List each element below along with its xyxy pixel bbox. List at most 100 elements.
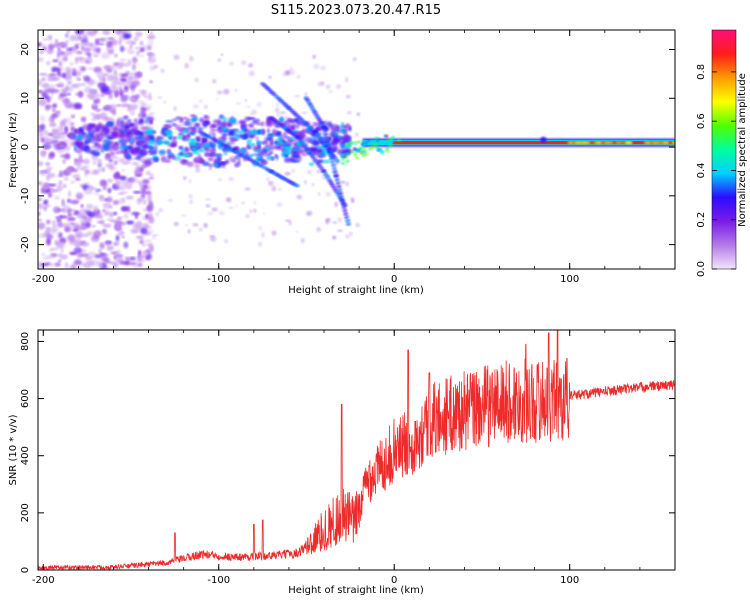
y-tick-label: 0 (20, 144, 31, 150)
spectrogram-blob (100, 91, 105, 98)
spectrogram-blob (350, 197, 355, 202)
spectrogram-blob (42, 92, 49, 99)
spectrogram-blob (202, 143, 210, 149)
spectrogram-blob (123, 115, 129, 120)
spectrogram-blob (358, 151, 363, 155)
spectrogram-blob (78, 83, 87, 86)
spectrogram-blob (307, 125, 311, 128)
spectrogram-blob (321, 139, 325, 142)
spectrogram-blob (257, 157, 265, 162)
spectrogram-blob (63, 176, 69, 181)
spectrogram-blob (264, 146, 270, 150)
spectrogram-blob (64, 227, 71, 233)
spectrogram-blob (295, 123, 300, 130)
spectrogram-blob (70, 222, 75, 226)
spectrogram-blob (178, 119, 184, 123)
spectrogram-blob (385, 149, 390, 153)
spectrogram-blob (53, 195, 60, 200)
spectrogram-blob (146, 229, 154, 234)
spectrogram-blob (315, 162, 321, 166)
spectrogram-blob (332, 235, 337, 240)
spectrogram-blob (70, 237, 76, 243)
spectrogram-blob (70, 180, 76, 184)
spectrogram-blob (84, 210, 93, 216)
spectrogram-blob (310, 105, 314, 108)
spectrogram-blob (125, 70, 131, 76)
spectrogram-blob (129, 44, 133, 49)
spectrogram-blob (160, 156, 167, 162)
spectrogram-blob (155, 211, 160, 217)
spectrogram-blob (133, 265, 138, 269)
spectrogram-blob (626, 141, 633, 144)
spectrogram-blob (226, 197, 232, 203)
spectrogram-blob (118, 138, 125, 144)
spectrogram-blob (131, 161, 139, 166)
spectrogram-blob (607, 141, 614, 144)
spectrogram-blob (139, 183, 145, 189)
spectrogram-blob (208, 131, 216, 136)
spectrogram-blob (241, 60, 247, 65)
spectrogram-blob (92, 186, 96, 190)
spectrogram-blob (67, 198, 71, 203)
spectrogram-blob (114, 180, 122, 185)
spectrogram-blob (199, 227, 203, 232)
spectrogram-blob (353, 153, 358, 156)
spectrogram-blob (103, 210, 110, 216)
spectrogram-blob (94, 234, 99, 240)
spectrogram-y-label: Frequency (Hz) (8, 112, 19, 188)
spectrogram-blob (46, 137, 53, 144)
spectrogram-blob (102, 202, 111, 209)
spectrogram-blob (80, 116, 87, 123)
spectrogram-blob (108, 73, 117, 79)
spectrogram-blob (75, 134, 84, 141)
spectrogram-blob (284, 157, 292, 163)
spectrogram-blob (180, 147, 185, 152)
spectrogram-blob (313, 63, 320, 70)
spectrogram-blob (282, 146, 291, 150)
spectrogram-blob (198, 99, 203, 103)
spectrogram-blob (330, 184, 336, 188)
spectrogram-blob (96, 70, 105, 79)
spectrogram-blob (338, 191, 344, 195)
spectrogram-blob (67, 85, 73, 89)
spectrogram-blob (93, 205, 99, 213)
spectrogram-blob (134, 178, 139, 184)
spectrogram-blob (347, 144, 352, 148)
spectrogram-blob (345, 181, 349, 187)
colorbar-gradient (711, 29, 737, 270)
spectrogram-blob (138, 112, 146, 119)
spectrogram-blob (189, 114, 197, 117)
spectrogram-blob (257, 156, 262, 159)
spectrogram-blob (45, 161, 50, 167)
spectrogram-blob (304, 92, 308, 98)
spectrogram-blob (149, 173, 154, 179)
spectrogram-blob (59, 120, 66, 127)
spectrogram-blob (340, 127, 347, 134)
spectrogram-blob (303, 145, 306, 148)
spectrogram-blob (311, 183, 315, 187)
spectrogram-blob (148, 92, 152, 98)
spectrogram-blob (343, 212, 349, 216)
spectrogram-blob (47, 255, 56, 259)
spectrogram-x-label: Height of straight line (km) (288, 285, 424, 296)
spectrogram-blob (79, 167, 88, 171)
y-tick-label: 10 (20, 92, 31, 105)
spectrogram-blob (325, 84, 331, 90)
spectrogram-blob (297, 138, 303, 142)
spectrogram-blob (103, 223, 112, 228)
spectrogram-blob (189, 199, 193, 204)
spectrogram-blob (66, 30, 70, 34)
spectrogram-blob (52, 43, 61, 48)
spectrogram-blob (145, 232, 152, 236)
spectrogram-blob (278, 188, 282, 191)
spectrogram-blob (291, 154, 300, 159)
spectrogram-blob (72, 229, 78, 232)
spectrogram-blob (671, 141, 675, 144)
spectrogram-blob (94, 254, 103, 259)
spectrogram-blob (228, 177, 234, 181)
spectrogram-blob (241, 126, 246, 132)
spectrogram-blob (127, 205, 131, 213)
spectrogram-blob (208, 147, 216, 154)
spectrogram-blob (188, 131, 196, 136)
